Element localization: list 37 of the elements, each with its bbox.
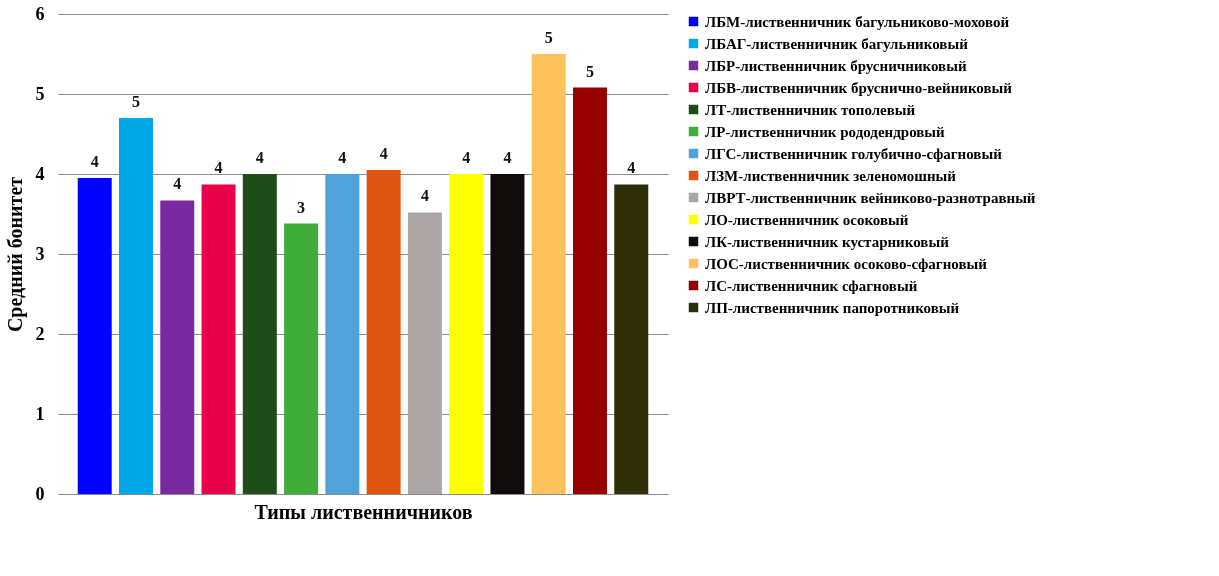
legend-label: ЛТ-лиственничник тополевый xyxy=(705,101,916,118)
y-tick-label: 0 xyxy=(35,483,45,504)
legend-label: ЛОС-лиственничник осоково-сфагновый xyxy=(705,255,988,272)
legend-label: ЛП-лиственничник папоротниковый xyxy=(705,299,960,316)
legend-label: ЛВРТ-лиственничник вейниково-разнотравный xyxy=(705,189,1036,206)
y-tick-label: 1 xyxy=(35,403,45,424)
y-axis-title: Средний бонитет xyxy=(3,176,27,333)
legend-label: ЛГС-лиственничник голубично-сфагновый xyxy=(705,145,1003,162)
y-tick-label: 3 xyxy=(35,243,45,264)
data-label: 4 xyxy=(420,187,429,205)
data-label: 4 xyxy=(627,159,636,177)
data-label: 3 xyxy=(297,198,306,216)
data-label: 4 xyxy=(503,149,512,166)
data-label: 5 xyxy=(586,62,594,80)
data-label: 4 xyxy=(173,175,182,193)
y-tick-label: 5 xyxy=(35,83,45,104)
data-label: 5 xyxy=(544,29,553,46)
y-tick-label: 6 xyxy=(35,3,45,24)
data-label: 5 xyxy=(132,93,140,110)
data-label: 4 xyxy=(338,149,347,166)
legend-label: ЛБАГ-лиственничник багульниковый xyxy=(705,35,969,52)
legend-label: ЛЗМ-лиственничник зеленомошный xyxy=(705,167,957,184)
legend-label: ЛС-лиственничник сфагновый xyxy=(705,277,918,294)
data-label: 4 xyxy=(90,153,99,170)
legend-label: ЛБВ-лиственничник бруснично-вейниковый xyxy=(705,79,1013,96)
legend-label: ЛО-лиственничник осоковый xyxy=(705,211,909,228)
data-label: 4 xyxy=(255,149,264,166)
y-tick-label: 4 xyxy=(35,163,45,184)
data-label: 4 xyxy=(214,159,223,177)
legend-label: ЛР-лиственничник рододендровый xyxy=(705,123,946,140)
y-tick-label: 2 xyxy=(35,323,45,344)
legend-label: ЛБМ-лиственничник багульниково-моховой xyxy=(705,13,1010,30)
legend-label: ЛК-лиственничник кустарниковый xyxy=(705,233,950,250)
data-label: 4 xyxy=(379,145,388,162)
data-label: 4 xyxy=(462,149,471,166)
legend-label: ЛБР-лиственничник брусничниковый xyxy=(705,57,967,74)
x-axis-title: Типы лиственничников xyxy=(254,500,473,523)
